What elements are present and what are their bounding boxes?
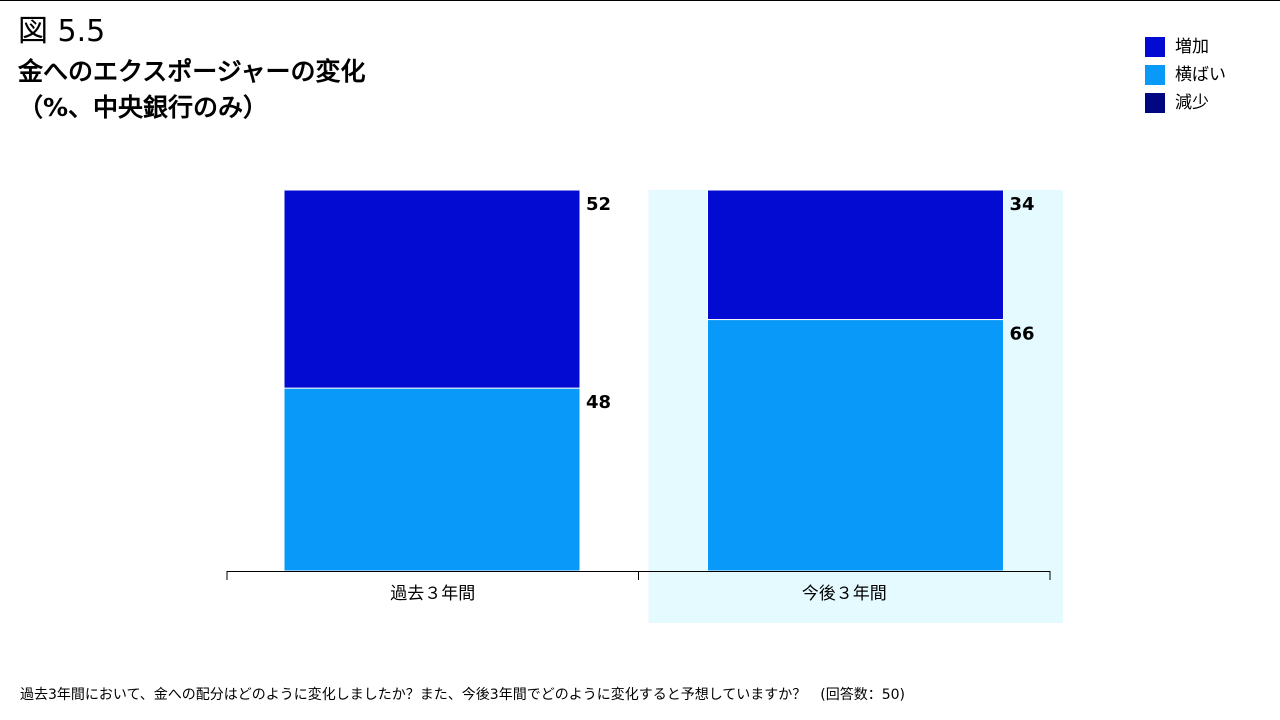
- legend-swatch-decrease: [1145, 93, 1165, 113]
- legend-label-flat: 横ばい: [1175, 65, 1226, 85]
- bar-segment-1-1: [707, 189, 1004, 321]
- data-label-0-1: 52: [586, 194, 611, 215]
- chart-subtitle: （%、中央銀行のみ）: [18, 93, 269, 122]
- x-tick-label-1: 今後３年間: [802, 584, 887, 604]
- legend-label-decrease: 減少: [1175, 93, 1209, 113]
- legend: 増加 横ばい 減少: [1145, 33, 1226, 117]
- legend-item-decrease: 減少: [1145, 89, 1226, 117]
- top-rule: [0, 0, 1280, 1]
- data-label-0-0: 48: [586, 392, 611, 413]
- legend-swatch-flat: [1145, 65, 1165, 85]
- legend-label-increase: 増加: [1175, 37, 1209, 57]
- data-label-1-0: 66: [1010, 324, 1035, 345]
- bar-segment-0-0: [283, 387, 581, 572]
- legend-item-increase: 増加: [1145, 33, 1226, 61]
- bar-segment-1-0: [707, 319, 1004, 572]
- chart-title: 金へのエクスポージャーの変化: [18, 57, 366, 86]
- footnote: 過去3年間において、金への配分はどのように変化しましたか？また、今後3年間でどの…: [20, 687, 906, 703]
- figure-label: 図 5.5: [18, 14, 106, 49]
- bar-segment-0-1: [283, 189, 581, 389]
- legend-item-flat: 横ばい: [1145, 61, 1226, 89]
- legend-swatch-increase: [1145, 37, 1165, 57]
- data-label-1-1: 34: [1010, 194, 1035, 215]
- x-tick-label-0: 過去３年間: [390, 584, 475, 604]
